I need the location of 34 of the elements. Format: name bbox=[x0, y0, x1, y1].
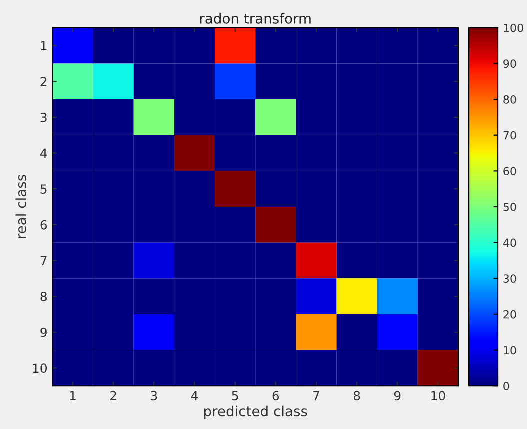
x-tick-label: 4 bbox=[191, 391, 198, 400]
y-axis-title: real class bbox=[16, 175, 26, 238]
x-tick-label: 6 bbox=[272, 391, 280, 401]
y-tick-label: 6 bbox=[40, 220, 48, 230]
color-bar-label: 60 bbox=[504, 167, 516, 176]
color-bar-label: 80 bbox=[504, 96, 516, 104]
y-tick-label: 9 bbox=[40, 328, 47, 338]
color-bar-label: 20 bbox=[504, 310, 516, 319]
color-bar-label: 30 bbox=[504, 274, 516, 284]
y-tick-label: 3 bbox=[40, 112, 47, 122]
color-bar-label: 10 bbox=[504, 346, 516, 355]
y-tick-label: 2 bbox=[40, 77, 47, 86]
y-tick-label: 5 bbox=[40, 184, 47, 194]
y-tick-label: 8 bbox=[40, 292, 47, 302]
x-tick-label: 9 bbox=[394, 391, 401, 401]
color-bar-label: 90 bbox=[504, 60, 516, 68]
chart-title: radon transform bbox=[200, 13, 311, 24]
color-bar-label: 40 bbox=[503, 238, 516, 248]
x-tick-label: 8 bbox=[354, 391, 360, 401]
y-tick-label: 4 bbox=[40, 148, 48, 158]
x-tick-label: 3 bbox=[151, 391, 158, 401]
color-bar-label: 70 bbox=[504, 131, 516, 140]
y-tick-label: 7 bbox=[40, 256, 47, 266]
y-tick-label: 10 bbox=[33, 364, 48, 374]
x-tick-label: 1 bbox=[70, 391, 76, 400]
color-bar-label: 100 bbox=[504, 24, 524, 32]
x-tick-label: 5 bbox=[232, 391, 238, 401]
y-tick-label: 1 bbox=[41, 41, 47, 51]
x-tick-label: 10 bbox=[432, 391, 446, 401]
color-bar-label: 0 bbox=[504, 382, 510, 390]
x-tick-label: 2 bbox=[110, 391, 116, 400]
x-tick-label: 7 bbox=[314, 391, 320, 400]
x-axis-title: predicted class bbox=[204, 406, 308, 420]
color-bar-label: 50 bbox=[504, 202, 516, 212]
